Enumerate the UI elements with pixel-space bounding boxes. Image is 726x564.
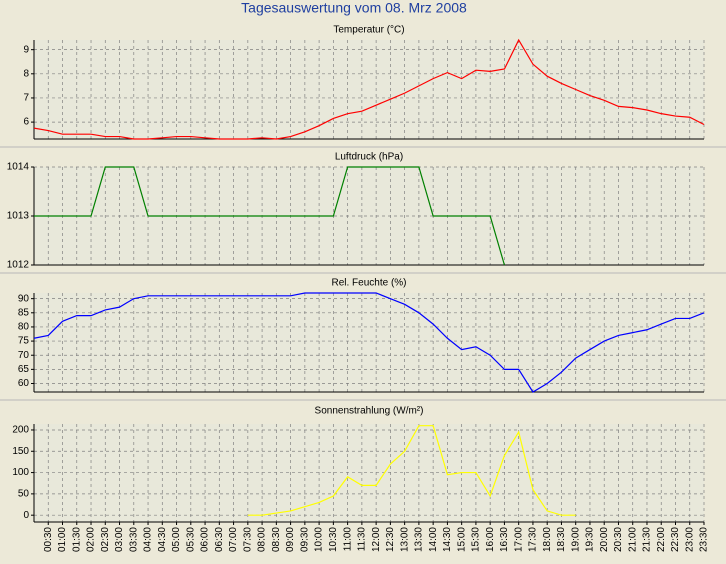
x-tick-label: 20:30	[613, 527, 624, 552]
x-tick-label: 06:30	[214, 527, 225, 552]
x-tick-label: 18:00	[542, 527, 553, 552]
y-tick-label: 65	[18, 364, 30, 375]
data-line	[247, 425, 576, 516]
panel-title: Luftdruck (hPa)	[335, 152, 403, 163]
x-tick-label: 23:30	[699, 527, 710, 552]
x-tick-label: 13:30	[414, 527, 425, 552]
y-tick-label: 90	[18, 293, 30, 304]
x-tick-label: 01:30	[71, 527, 82, 552]
y-tick-label: 150	[12, 446, 29, 457]
y-tick-label: 60	[18, 378, 30, 389]
x-tick-label: 11:00	[342, 527, 353, 552]
x-tick-label: 21:00	[627, 527, 638, 552]
x-tick-label: 10:30	[328, 527, 339, 552]
x-tick-label: 12:30	[385, 527, 396, 552]
y-tick-label: 0	[23, 510, 29, 521]
x-tick-label: 09:00	[285, 527, 296, 552]
x-tick-label: 00:30	[43, 527, 54, 552]
x-tick-label: 09:30	[299, 527, 310, 552]
x-tick-label: 11:30	[357, 527, 368, 552]
x-tick-label: 05:30	[185, 527, 196, 552]
plot-area	[34, 293, 704, 392]
x-tick-label: 17:00	[513, 527, 524, 552]
y-tick-label: 9	[23, 44, 29, 55]
x-tick-label: 12:00	[371, 527, 382, 552]
y-tick-label: 200	[12, 425, 29, 436]
x-tick-label: 17:30	[528, 527, 539, 552]
x-tick-label: 15:30	[471, 527, 482, 552]
plot-area	[34, 424, 704, 522]
panel-title: Sonnenstrahlung (W/m²)	[315, 406, 424, 417]
x-tick-label: 02:00	[86, 527, 97, 552]
x-tick-label: 14:00	[428, 527, 439, 552]
x-tick-label: 16:30	[499, 527, 510, 552]
y-tick-label: 1014	[7, 162, 30, 173]
x-tick-label: 22:00	[656, 527, 667, 552]
y-tick-label: 100	[12, 467, 29, 478]
y-tick-label: 8	[23, 68, 29, 79]
x-tick-label: 10:00	[314, 527, 325, 552]
y-tick-label: 7	[23, 93, 29, 104]
x-tick-label: 21:30	[642, 527, 653, 552]
x-tick-label: 15:00	[456, 527, 467, 552]
x-tick-label: 22:30	[670, 527, 681, 552]
y-tick-label: 80	[18, 322, 30, 333]
x-tick-label: 03:00	[114, 527, 125, 552]
y-tick-label: 1012	[7, 260, 30, 271]
x-tick-label: 05:00	[171, 527, 182, 552]
x-tick-label: 18:30	[556, 527, 567, 552]
y-tick-label: 75	[18, 336, 30, 347]
x-tick-label: 08:30	[271, 527, 282, 552]
y-tick-label: 50	[18, 489, 30, 500]
x-tick-label: 06:00	[200, 527, 211, 552]
plot-area	[34, 40, 704, 139]
panel-title: Rel. Feuchte (%)	[331, 278, 406, 289]
x-tick-label: 07:00	[228, 527, 239, 552]
data-line	[33, 292, 705, 393]
x-tick-label: 13:00	[399, 527, 410, 552]
data-line	[34, 166, 506, 266]
x-tick-label: 02:30	[100, 527, 111, 552]
x-tick-label: 04:30	[157, 527, 168, 552]
x-tick-label: 20:00	[599, 527, 610, 552]
plot-area	[34, 167, 704, 265]
y-tick-label: 6	[23, 117, 29, 128]
y-tick-label: 85	[18, 307, 30, 318]
y-tick-label: 1013	[7, 211, 30, 222]
y-tick-label: 70	[18, 350, 30, 361]
x-tick-label: 08:00	[257, 527, 268, 552]
x-tick-label: 14:30	[442, 527, 453, 552]
x-tick-label: 23:00	[684, 527, 695, 552]
x-tick-label: 04:00	[143, 527, 154, 552]
x-tick-label: 03:30	[128, 527, 139, 552]
panel-title: Temperatur (°C)	[333, 25, 404, 36]
data-line	[33, 38, 705, 140]
x-tick-label: 16:00	[485, 527, 496, 552]
x-tick-label: 07:30	[242, 527, 253, 552]
page-title: Tagesauswertung vom 08. Mrz 2008	[241, 0, 467, 16]
x-tick-label: 19:30	[585, 527, 596, 552]
x-tick-label: 01:00	[57, 527, 68, 552]
x-tick-label: 19:00	[570, 527, 581, 552]
